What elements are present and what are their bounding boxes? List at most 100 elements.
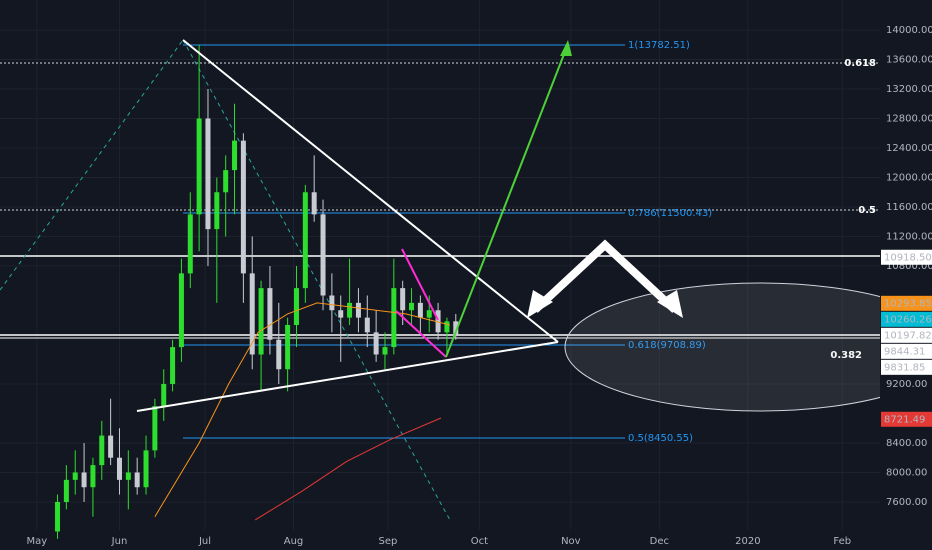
candle-body — [223, 170, 229, 193]
candle-body — [258, 288, 264, 355]
candle-body — [240, 140, 246, 274]
price-label-bg — [881, 411, 932, 427]
flag-line — [401, 248, 439, 321]
flag-line — [395, 310, 447, 358]
candle-body — [134, 472, 140, 488]
candle-body — [391, 288, 397, 348]
price-label-bg — [881, 295, 932, 311]
fib-trend — [182, 39, 451, 521]
moving-average — [254, 417, 442, 521]
candle-body — [143, 450, 149, 488]
candle-body — [329, 295, 335, 311]
y-tick-label: 12800.00 — [886, 114, 932, 125]
price-label: 9844.31 — [884, 346, 925, 357]
candle-body — [364, 317, 370, 333]
level-label: 0.618 — [844, 58, 876, 69]
x-tick-label: Oct — [471, 536, 488, 547]
fib-trend — [0, 39, 184, 291]
y-tick-label: 11600.00 — [886, 202, 932, 213]
candle-body — [108, 435, 114, 458]
projection-arrow — [445, 43, 569, 358]
arrow-head — [527, 290, 553, 318]
x-tick-label: Sep — [379, 536, 398, 547]
fib-label: 0.786(11500.43) — [628, 208, 712, 219]
y-tick-label: 8400.00 — [886, 438, 927, 449]
x-tick-label: 2020 — [735, 536, 760, 547]
candle-body — [187, 214, 193, 274]
candle-body — [311, 192, 317, 215]
y-tick-label: 12000.00 — [886, 173, 932, 184]
y-tick-label: 12400.00 — [886, 143, 932, 154]
level-label: 0.5 — [858, 205, 876, 216]
candle-body — [373, 332, 379, 355]
candle-body — [170, 347, 176, 384]
x-tick-label: May — [27, 536, 48, 547]
candle-body — [214, 192, 220, 230]
candle-body — [417, 302, 423, 318]
arrow-head — [657, 290, 683, 318]
price-label: 9831.85 — [884, 362, 925, 373]
candle-body — [382, 347, 388, 355]
candle-body — [267, 288, 273, 340]
candle-body — [276, 339, 282, 370]
y-tick-label: 11200.00 — [886, 231, 932, 242]
candle-body — [435, 310, 441, 333]
axes: 7600.00 8000.00 8400.00 9200.00 10800.00 1120… — [27, 25, 932, 547]
x-tick-label: Dec — [650, 536, 669, 547]
candle-body — [453, 321, 459, 337]
candle-body — [249, 273, 255, 355]
x-tick-label: Jul — [198, 536, 211, 547]
price-label-bg — [881, 249, 932, 265]
price-label: 10293.85 — [884, 298, 932, 309]
price-label: 10197.82 — [884, 330, 932, 341]
price-label-bg — [881, 359, 932, 375]
candle-body — [338, 310, 344, 318]
candle-body — [302, 192, 308, 289]
target-ellipse — [564, 282, 932, 412]
y-tick-label: 13600.00 — [886, 55, 932, 66]
candle-body — [347, 302, 353, 318]
fib-label: 0.618(9708.89) — [628, 340, 706, 351]
moving-average — [154, 302, 451, 517]
candle-body — [72, 472, 78, 480]
trend-line — [182, 39, 559, 343]
candle-body — [81, 472, 87, 488]
price-label-bg — [881, 343, 932, 359]
candle-body — [205, 118, 211, 230]
price-label: 8721.49 — [884, 414, 925, 425]
candle-body — [320, 214, 326, 296]
candle-body — [355, 302, 361, 318]
y-tick-label: 7600.00 — [886, 497, 927, 508]
price-axis — [880, 0, 932, 550]
candle-body — [426, 310, 432, 318]
candle-body — [99, 435, 105, 466]
y-tick-label: 10800.00 — [886, 261, 932, 272]
candle-body — [125, 472, 131, 480]
candle-body — [400, 288, 406, 311]
y-tick-label: 9200.00 — [886, 379, 927, 390]
price-label-bg — [881, 327, 932, 343]
candle-body — [55, 501, 61, 532]
x-tick-label: Feb — [833, 536, 851, 547]
price-label: 10918.50 — [884, 252, 932, 263]
fib-label: 1(13782.51) — [628, 40, 690, 51]
zigzag-arrow — [532, 239, 678, 313]
candle-body — [285, 324, 291, 370]
arrow-head — [560, 40, 572, 56]
fib-label: 0.5(8450.55) — [628, 433, 693, 444]
candle-body — [232, 140, 238, 171]
candle-body — [409, 302, 415, 311]
candle-body — [152, 406, 158, 451]
candle-body — [444, 321, 450, 333]
x-tick-label: Jun — [111, 536, 128, 547]
candle-body — [293, 288, 299, 325]
candle-body — [161, 383, 167, 407]
candle-body — [178, 273, 184, 348]
y-tick-label: 8000.00 — [886, 467, 927, 478]
price-label: 10260.26 — [884, 314, 932, 325]
x-tick-label: Nov — [561, 536, 581, 547]
x-tick-label: Aug — [284, 536, 304, 547]
price-label-bg — [881, 311, 932, 327]
